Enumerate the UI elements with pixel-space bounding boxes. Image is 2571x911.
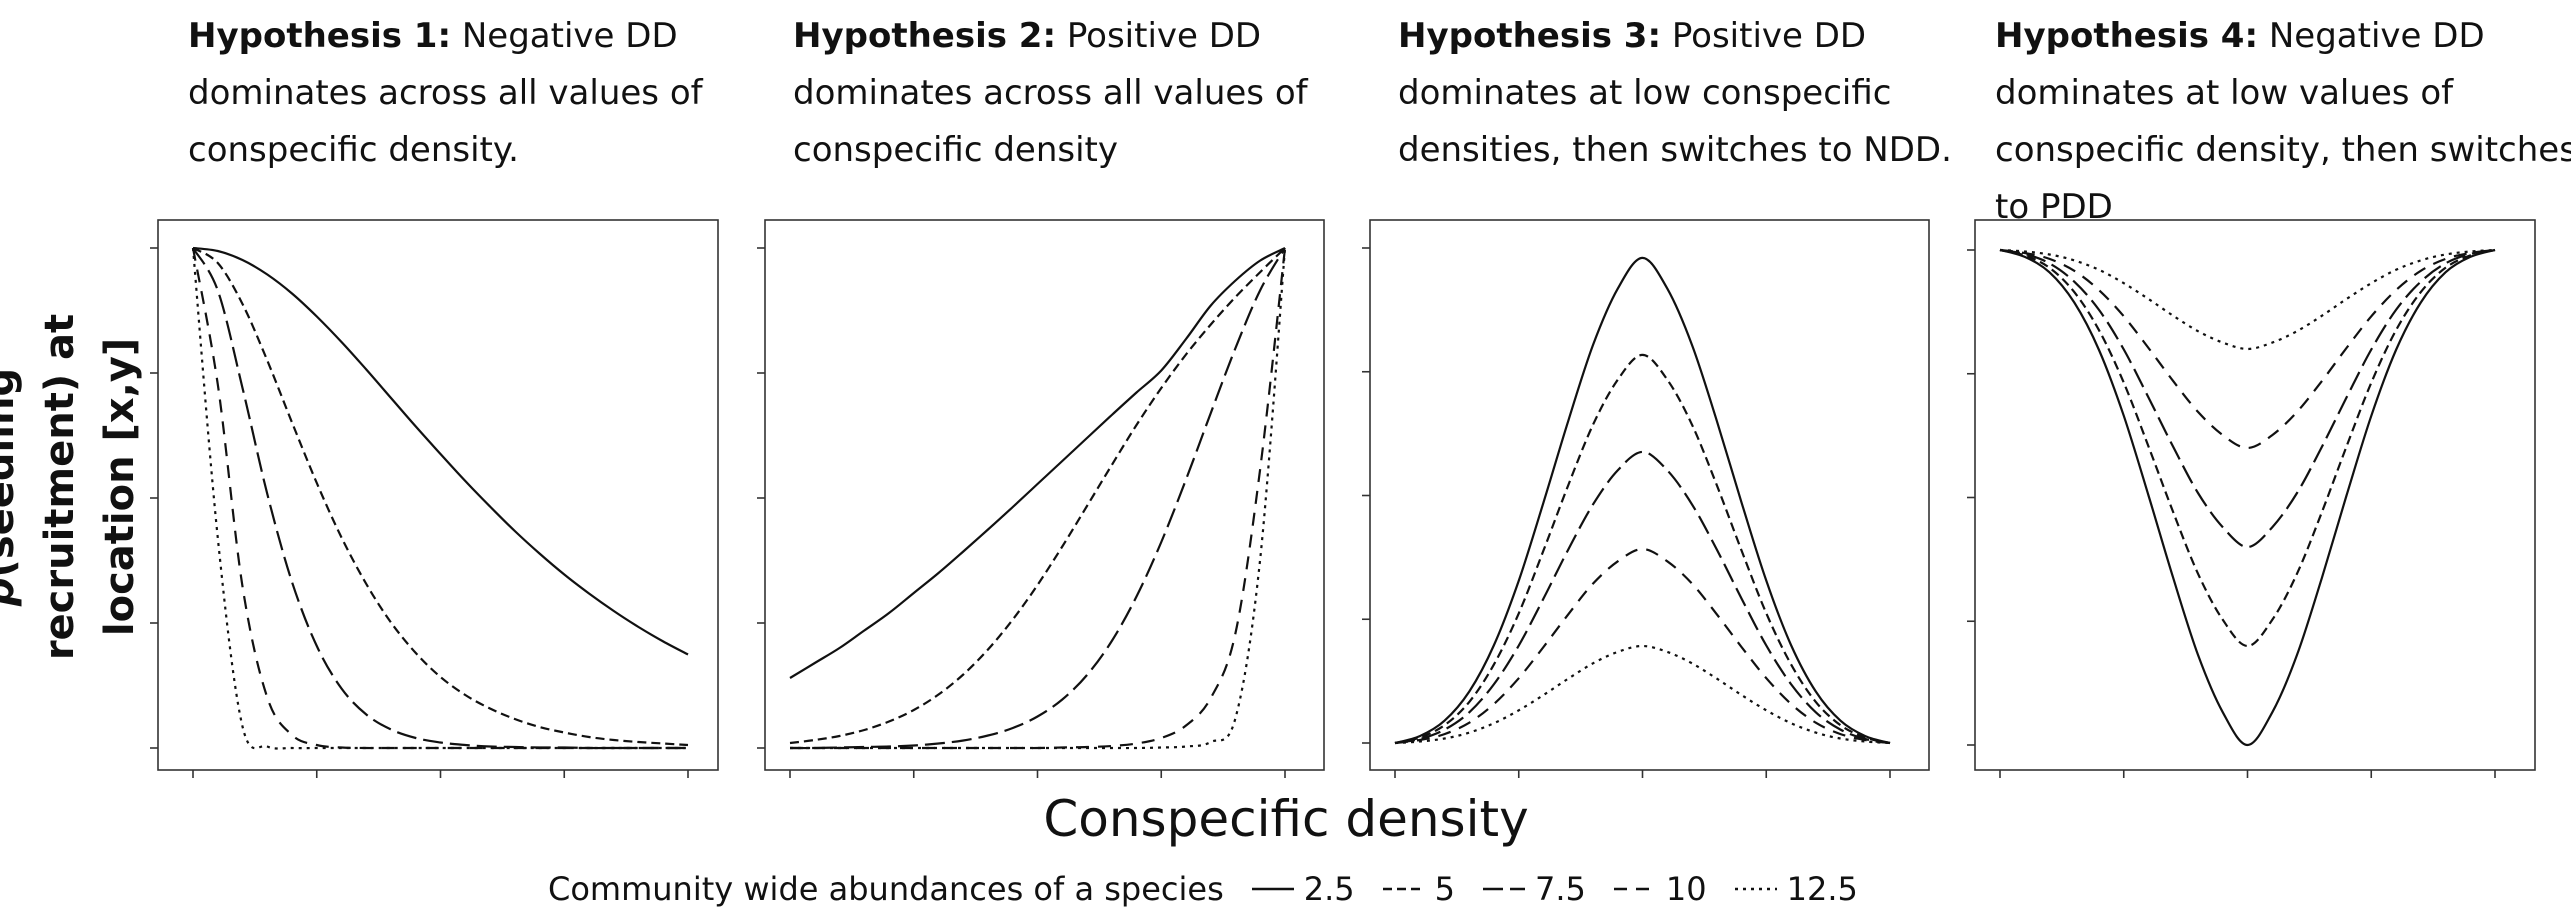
panel-title-4-bold: Hypothesis 4: bbox=[1995, 16, 2259, 56]
series-line-5 bbox=[1394, 353, 1891, 745]
panel-1-frame bbox=[157, 219, 719, 771]
series-line-12-5 bbox=[789, 247, 1287, 750]
panel-2-frame bbox=[764, 219, 1325, 771]
legend-label: 2.5 bbox=[1303, 870, 1355, 908]
panel-title-2: Hypothesis 2: Positive DD dominates acro… bbox=[793, 8, 1413, 179]
series-line-12-5 bbox=[1999, 248, 2496, 351]
panel-4 bbox=[1967, 219, 2536, 778]
legend-label: 10 bbox=[1665, 870, 1707, 908]
panel-3 bbox=[1362, 219, 1930, 778]
legend: Community wide abundances of a species 2… bbox=[548, 868, 1858, 910]
legend-entry: 12.5 bbox=[1733, 870, 1858, 908]
legend-entry: 2.5 bbox=[1250, 870, 1355, 908]
panel-title-1: Hypothesis 1: Negative DD dominates acro… bbox=[188, 8, 808, 179]
series-line-2-5 bbox=[1999, 248, 2496, 747]
series-line-2-5 bbox=[789, 247, 1286, 679]
legend-swatch bbox=[1613, 887, 1656, 891]
panel-1 bbox=[150, 219, 719, 778]
series-line-12-5 bbox=[191, 247, 689, 750]
series-line-5 bbox=[192, 247, 689, 747]
series-line-7-5 bbox=[789, 247, 1286, 750]
series-line-10 bbox=[1394, 547, 1891, 745]
panel-3-frame bbox=[1369, 219, 1930, 771]
series-line-12-5 bbox=[1394, 644, 1891, 745]
panel-title-3-text: Positive DD dominates at low conspecific… bbox=[1398, 16, 1952, 170]
legend-swatch bbox=[1482, 887, 1525, 891]
legend-label: 12.5 bbox=[1786, 870, 1858, 908]
series-line-5 bbox=[1999, 248, 2496, 648]
panel-4-frame bbox=[1974, 219, 2536, 771]
panel-title-1-bold: Hypothesis 1: bbox=[188, 16, 452, 56]
plot-area bbox=[150, 219, 2536, 778]
series-line-5 bbox=[789, 247, 1286, 745]
legend-title: Community wide abundances of a species bbox=[548, 870, 1224, 908]
series-line-7-5 bbox=[1999, 248, 2496, 549]
series-line-2-5 bbox=[1394, 256, 1891, 745]
series-line-2-5 bbox=[192, 246, 689, 656]
series-line-7-5 bbox=[192, 247, 689, 750]
panel-title-4: Hypothesis 4: Negative DD dominates at l… bbox=[1995, 8, 2571, 236]
panel-title-2-text: Positive DD dominates across all values … bbox=[793, 16, 1308, 170]
legend-entry: 10 bbox=[1612, 870, 1707, 908]
panel-title-2-bold: Hypothesis 2: bbox=[793, 16, 1057, 56]
panel-title-4-text: Negative DD dominates at low values of c… bbox=[1995, 16, 2571, 227]
legend-swatch bbox=[1382, 887, 1425, 891]
series-line-7-5 bbox=[1394, 450, 1891, 745]
legend-entry: 5 bbox=[1381, 870, 1455, 908]
panel-title-3-bold: Hypothesis 3: bbox=[1398, 16, 1662, 56]
legend-label: 5 bbox=[1434, 870, 1455, 908]
series-line-10 bbox=[1999, 248, 2496, 450]
legend-label: 7.5 bbox=[1534, 870, 1586, 908]
panel-2 bbox=[757, 219, 1325, 778]
panel-title-1-text: Negative DD dominates across all values … bbox=[188, 16, 703, 170]
legend-swatch bbox=[1251, 887, 1294, 891]
x-axis-label: Conspecific density bbox=[1043, 790, 1529, 848]
legend-swatch bbox=[1734, 887, 1777, 891]
legend-entry: 7.5 bbox=[1481, 870, 1586, 908]
panel-title-3: Hypothesis 3: Positive DD dominates at l… bbox=[1398, 8, 2018, 179]
